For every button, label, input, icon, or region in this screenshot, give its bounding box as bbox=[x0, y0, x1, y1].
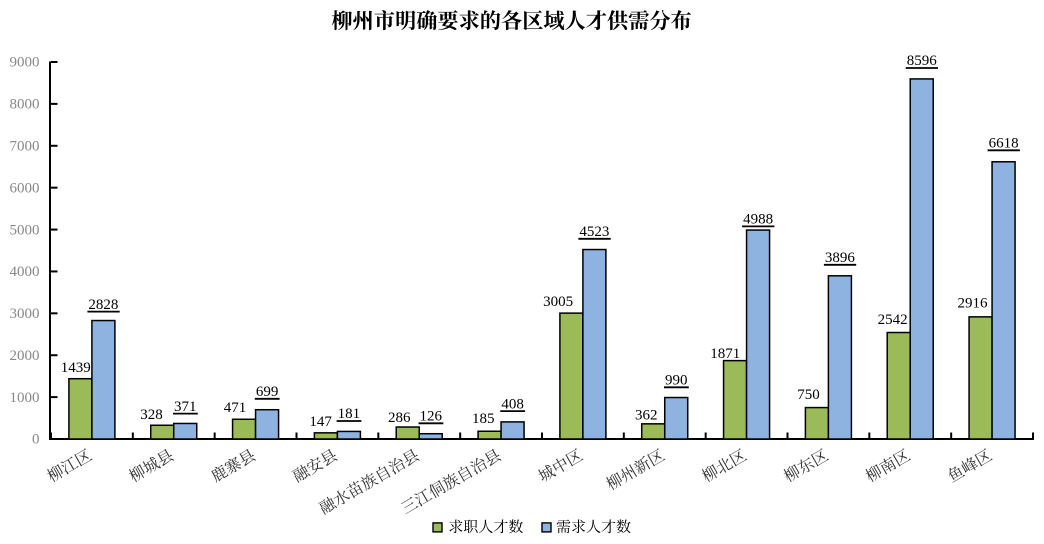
svg-text:1000: 1000 bbox=[10, 390, 40, 406]
svg-text:328: 328 bbox=[140, 407, 163, 423]
svg-text:8596: 8596 bbox=[907, 53, 938, 69]
svg-text:2542: 2542 bbox=[878, 312, 908, 328]
svg-text:2916: 2916 bbox=[958, 295, 989, 311]
svg-text:362: 362 bbox=[635, 408, 658, 424]
svg-text:5000: 5000 bbox=[10, 222, 40, 238]
svg-text:147: 147 bbox=[309, 414, 332, 430]
svg-text:2828: 2828 bbox=[88, 297, 118, 313]
svg-text:471: 471 bbox=[224, 400, 247, 416]
svg-text:4988: 4988 bbox=[743, 212, 773, 228]
svg-text:126: 126 bbox=[419, 409, 442, 425]
svg-text:990: 990 bbox=[665, 373, 688, 389]
svg-text:371: 371 bbox=[174, 399, 197, 415]
svg-text:2000: 2000 bbox=[10, 348, 40, 364]
svg-text:4000: 4000 bbox=[10, 264, 40, 280]
svg-text:185: 185 bbox=[472, 411, 495, 427]
svg-text:1439: 1439 bbox=[61, 360, 91, 376]
svg-text:4523: 4523 bbox=[579, 224, 609, 240]
svg-text:750: 750 bbox=[797, 387, 820, 403]
svg-text:3000: 3000 bbox=[10, 306, 40, 322]
svg-text:1871: 1871 bbox=[710, 346, 740, 362]
svg-text:6000: 6000 bbox=[10, 180, 40, 196]
svg-text:0: 0 bbox=[32, 432, 40, 448]
svg-text:699: 699 bbox=[256, 384, 279, 400]
svg-text:3005: 3005 bbox=[543, 294, 573, 310]
svg-text:286: 286 bbox=[388, 410, 411, 426]
svg-text:6618: 6618 bbox=[989, 136, 1019, 152]
svg-text:8000: 8000 bbox=[10, 97, 40, 113]
svg-text:408: 408 bbox=[501, 396, 524, 412]
svg-text:181: 181 bbox=[338, 406, 361, 422]
svg-text:9000: 9000 bbox=[10, 55, 40, 71]
svg-text:3896: 3896 bbox=[825, 250, 856, 266]
svg-text:7000: 7000 bbox=[10, 139, 40, 155]
